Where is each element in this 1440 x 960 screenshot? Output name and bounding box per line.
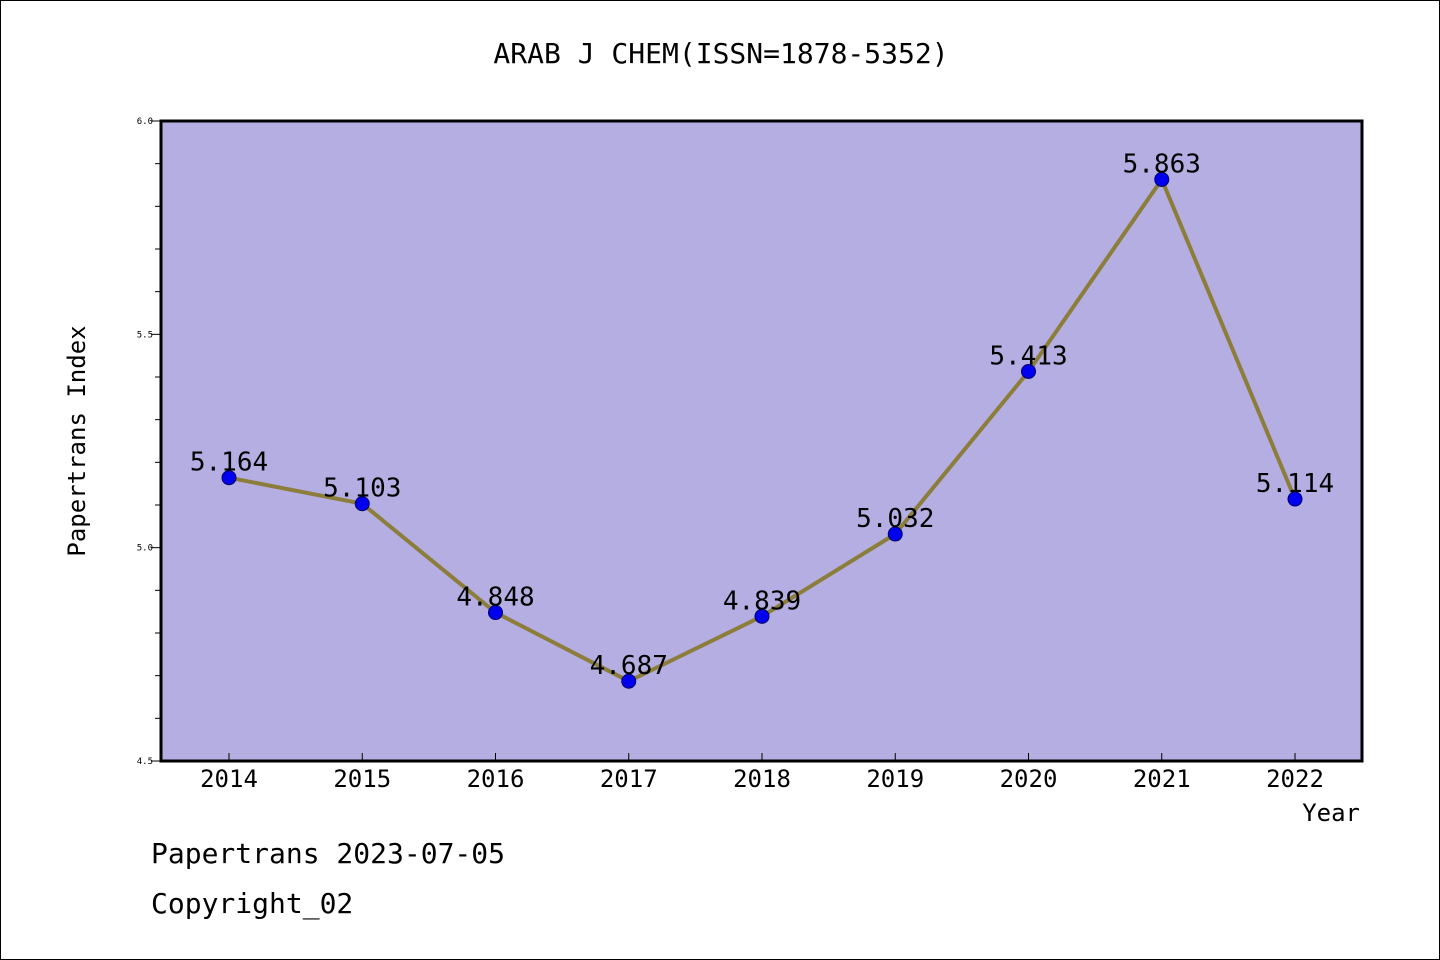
- y-tick-label: 5.5: [137, 330, 153, 340]
- y-tick-label: 4.5: [137, 757, 153, 767]
- data-label: 4.848: [456, 583, 534, 613]
- data-point: [1021, 363, 1036, 379]
- footer-copyright-text: Copyright_02: [151, 887, 354, 920]
- chart-title: ARAB J CHEM(ISSN=1878-5352): [493, 37, 949, 70]
- x-tick-label: 2015: [333, 765, 391, 793]
- data-point: [354, 496, 370, 512]
- data-point: [488, 605, 503, 621]
- data-label: 4.687: [590, 651, 668, 681]
- data-label: 5.032: [856, 504, 934, 534]
- data-point: [221, 470, 237, 486]
- x-tick-label: 2022: [1266, 765, 1324, 793]
- data-label: 5.164: [190, 448, 268, 478]
- data-point: [621, 673, 637, 689]
- data-point: [1154, 171, 1170, 187]
- x-tick-label: 2014: [200, 765, 258, 793]
- data-point: [1287, 491, 1303, 507]
- data-label: 5.863: [1123, 149, 1201, 179]
- y-axis-label: Papertrans Index: [63, 325, 91, 556]
- data-label: 5.114: [1256, 469, 1334, 499]
- data-label: 4.839: [723, 586, 801, 616]
- plot-border: [159, 119, 1364, 763]
- data-label: 5.413: [989, 341, 1067, 371]
- data-point: [887, 526, 903, 542]
- x-tick-label: 2019: [866, 765, 924, 793]
- x-tick-label: 2016: [467, 765, 525, 793]
- x-tick-label: 2020: [1000, 765, 1058, 793]
- y-tick-label: 6.0: [137, 117, 153, 127]
- x-tick-label: 2021: [1133, 765, 1191, 793]
- plot-area: [161, 121, 1362, 761]
- x-tick-label: 2017: [600, 765, 658, 793]
- data-label: 5.103: [323, 474, 401, 504]
- x-tick-label: 2018: [733, 765, 791, 793]
- y-tick-label: 5.0: [137, 544, 153, 554]
- x-axis-label: Year: [1302, 799, 1360, 827]
- data-point: [754, 608, 770, 624]
- footer-date-text: Papertrans 2023-07-05: [151, 837, 506, 870]
